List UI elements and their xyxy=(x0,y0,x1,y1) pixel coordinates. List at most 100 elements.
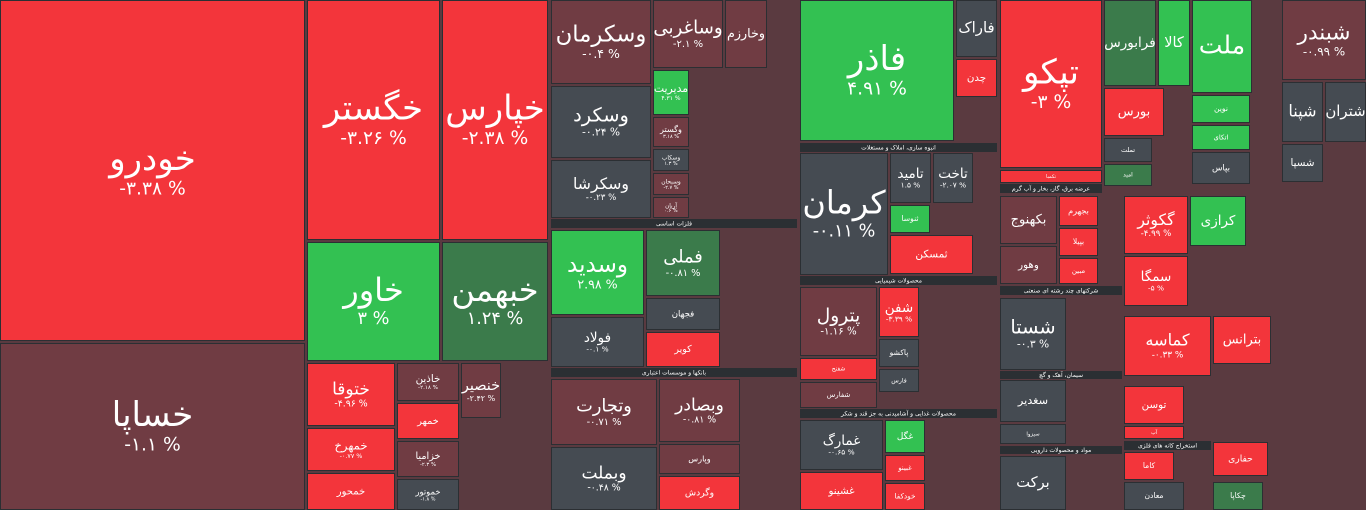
tile-box[interactable] xyxy=(885,455,925,481)
tile[interactable]: خساپا-۱.۱ % xyxy=(0,343,305,510)
tile[interactable]: بکهنوج xyxy=(1000,196,1057,244)
tile-box[interactable] xyxy=(1000,196,1057,244)
tile-box[interactable] xyxy=(653,149,689,171)
tile-box[interactable] xyxy=(800,287,877,356)
tile[interactable]: غشینو xyxy=(800,472,883,510)
tile-box[interactable] xyxy=(1124,316,1211,376)
tile[interactable]: چکاپا xyxy=(1213,482,1263,510)
tile[interactable]: خمحور xyxy=(307,473,395,510)
tile[interactable]: وساغربی-۲.۱ % xyxy=(653,0,723,68)
tile-box[interactable] xyxy=(307,242,440,361)
tile[interactable]: شسپا xyxy=(1282,144,1323,182)
tile-box[interactable] xyxy=(800,358,877,380)
tile[interactable]: شتران xyxy=(1325,82,1366,142)
tile[interactable]: ختوقا-۴.۹۶ % xyxy=(307,363,395,426)
tile[interactable]: وپارس xyxy=(659,444,740,474)
tile[interactable]: بپیلا xyxy=(1059,228,1098,256)
tile[interactable]: خنصیر-۲.۴۲ % xyxy=(461,363,501,418)
tile[interactable]: وسبحان-۲.۷ % xyxy=(653,173,689,195)
tile[interactable]: بجهرم xyxy=(1059,196,1098,226)
tile-box[interactable] xyxy=(659,444,740,474)
tile-box[interactable] xyxy=(1000,424,1066,444)
tile[interactable]: غمارگ-۰.۶۵ % xyxy=(800,420,883,470)
tile[interactable]: شفارس xyxy=(800,382,877,408)
tile[interactable]: مبین xyxy=(1059,258,1098,284)
tile-box[interactable] xyxy=(1282,82,1323,142)
tile-box[interactable] xyxy=(307,428,395,471)
tile[interactable]: وسکرشا-۰.۲۳ % xyxy=(551,160,651,218)
tile-box[interactable] xyxy=(1104,0,1156,86)
tile[interactable]: فرابورس xyxy=(1104,0,1156,86)
tile[interactable]: خودکفا xyxy=(885,483,925,510)
tile[interactable]: شفنح xyxy=(800,358,877,380)
tile-box[interactable] xyxy=(1124,256,1188,306)
tile-box[interactable] xyxy=(1192,95,1250,123)
tile-box[interactable] xyxy=(1192,125,1250,150)
tile[interactable]: ملت xyxy=(1192,0,1252,93)
tile-box[interactable] xyxy=(307,363,395,426)
tile-box[interactable] xyxy=(1059,258,1098,284)
tile-box[interactable] xyxy=(646,230,720,296)
tile-box[interactable] xyxy=(1124,452,1174,480)
tile-box[interactable] xyxy=(307,473,395,510)
tile-box[interactable] xyxy=(1000,246,1057,284)
tile-box[interactable] xyxy=(1282,0,1366,80)
tile[interactable]: بترانس xyxy=(1213,316,1271,364)
tile-box[interactable] xyxy=(1000,0,1102,168)
tile[interactable]: کاما xyxy=(1124,452,1174,480)
tile-box[interactable] xyxy=(890,153,931,203)
tile-box[interactable] xyxy=(551,86,651,158)
tile[interactable]: چدن xyxy=(956,59,997,97)
tile-box[interactable] xyxy=(879,287,919,337)
tile-box[interactable] xyxy=(551,160,651,218)
tile[interactable]: کماسه-۰.۳۳ % xyxy=(1124,316,1211,376)
tile[interactable]: تکمبا xyxy=(1000,170,1102,183)
tile-box[interactable] xyxy=(0,343,305,510)
tile[interactable]: سغدیر xyxy=(1000,380,1066,422)
tile-box[interactable] xyxy=(307,0,440,240)
tile-box[interactable] xyxy=(725,0,767,68)
tile[interactable]: شپنا xyxy=(1282,82,1323,142)
tile-box[interactable] xyxy=(442,242,548,361)
tile[interactable]: بورس xyxy=(1104,88,1164,136)
tile[interactable]: شبندر-۰.۹۹ % xyxy=(1282,0,1366,80)
tile[interactable]: حفاری xyxy=(1213,442,1268,476)
tile-box[interactable] xyxy=(1000,170,1102,183)
tile[interactable]: تاخت-۲.۰۷ % xyxy=(933,153,973,203)
tile-box[interactable] xyxy=(653,197,689,218)
tile-box[interactable] xyxy=(956,0,997,57)
tile-box[interactable] xyxy=(1282,144,1323,182)
tile[interactable]: خمهر xyxy=(397,403,459,439)
tile[interactable]: فولاد-۰.۱ % xyxy=(551,317,644,367)
tile[interactable]: شستا-۰.۳ % xyxy=(1000,298,1066,370)
tile-box[interactable] xyxy=(933,153,973,203)
tile-box[interactable] xyxy=(879,339,919,367)
tile[interactable]: معادن xyxy=(1124,482,1184,510)
tile-box[interactable] xyxy=(1104,138,1152,162)
tile[interactable]: سمگا-۵ % xyxy=(1124,256,1188,306)
tile[interactable]: خاذین-۲.۱۸ % xyxy=(397,363,459,401)
tile-box[interactable] xyxy=(1213,442,1268,476)
tile[interactable]: وسکرمان-۰.۴ % xyxy=(551,0,651,84)
tile-box[interactable] xyxy=(653,117,689,147)
tile-box[interactable] xyxy=(879,369,919,392)
tile-box[interactable] xyxy=(1124,482,1184,510)
tile-box[interactable] xyxy=(659,379,740,442)
tile-box[interactable] xyxy=(1000,380,1066,422)
tile-box[interactable] xyxy=(1124,386,1184,424)
tile-box[interactable] xyxy=(397,403,459,439)
tile[interactable]: پاکشو xyxy=(879,339,919,367)
tile-box[interactable] xyxy=(551,447,657,510)
tile-box[interactable] xyxy=(1190,196,1246,246)
tile[interactable]: توسن xyxy=(1124,386,1184,424)
tile-box[interactable] xyxy=(1059,196,1098,226)
tile-box[interactable] xyxy=(890,235,973,274)
tile-box[interactable] xyxy=(885,420,925,453)
tile-box[interactable] xyxy=(646,298,720,330)
